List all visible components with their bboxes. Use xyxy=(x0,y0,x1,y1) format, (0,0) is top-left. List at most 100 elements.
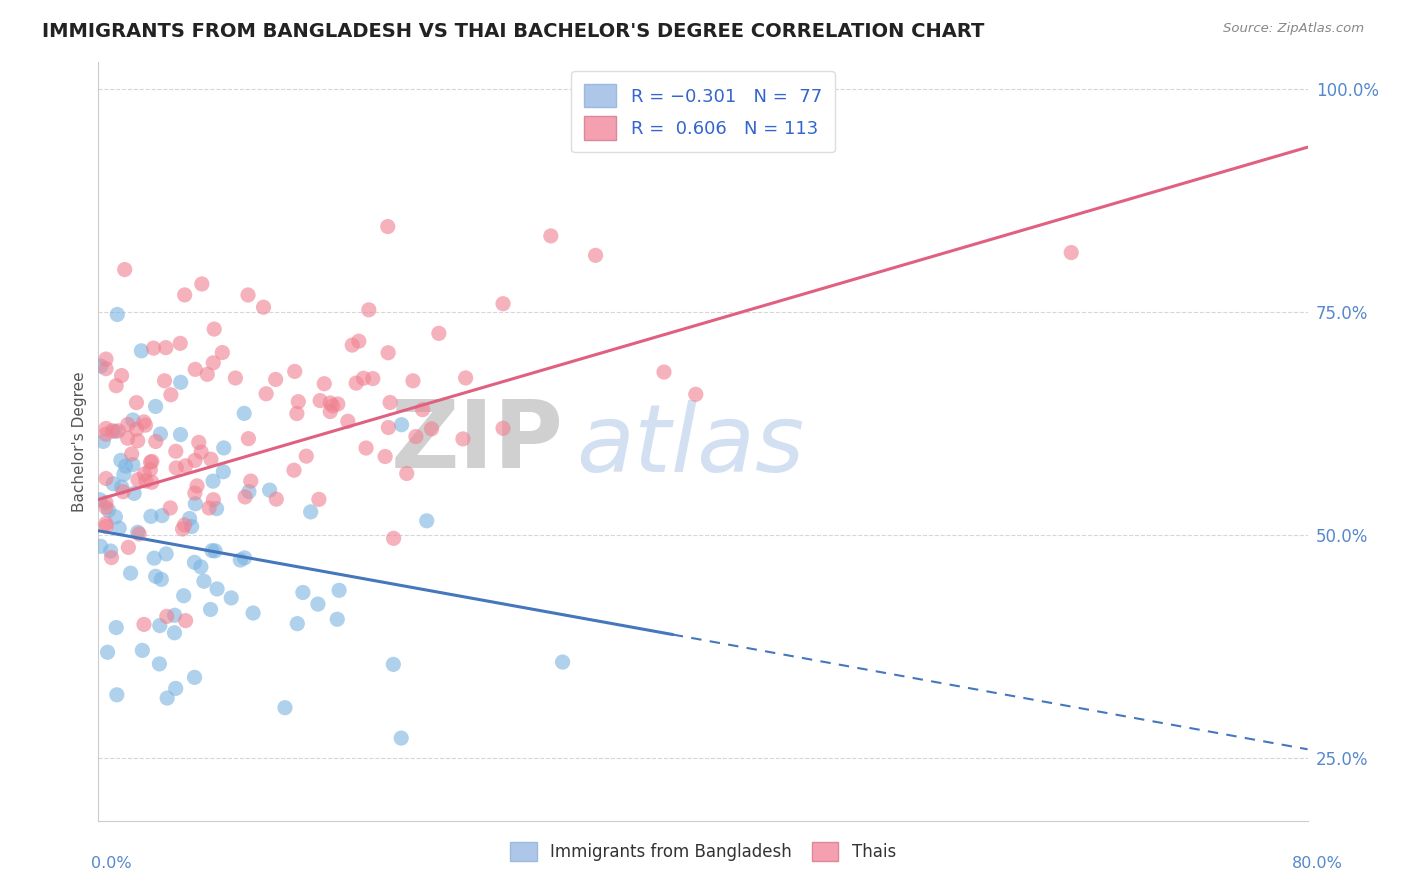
Point xyxy=(374,450,396,464)
Point xyxy=(135,474,157,488)
Point xyxy=(201,543,224,558)
Point xyxy=(173,517,195,532)
Point xyxy=(94,361,117,376)
Point xyxy=(94,516,117,531)
Point xyxy=(173,589,195,603)
Point xyxy=(122,413,145,427)
Point xyxy=(420,422,443,436)
Point xyxy=(112,467,135,482)
Point xyxy=(89,492,111,507)
Point xyxy=(105,688,128,702)
Point xyxy=(377,345,399,359)
Point xyxy=(239,474,262,488)
Point xyxy=(405,429,427,443)
Point xyxy=(238,432,260,446)
Point xyxy=(117,417,139,432)
Point xyxy=(202,474,225,488)
Point xyxy=(1060,245,1083,260)
Point xyxy=(585,248,607,262)
Point xyxy=(322,399,344,413)
Point xyxy=(233,490,256,504)
Point xyxy=(284,364,307,378)
Point xyxy=(183,555,205,569)
Point xyxy=(319,396,342,410)
Point xyxy=(145,569,167,583)
Point xyxy=(169,427,191,442)
Point xyxy=(90,539,112,553)
Point xyxy=(308,492,330,507)
Point xyxy=(141,454,163,468)
Point xyxy=(134,467,156,481)
Point xyxy=(169,336,191,351)
Point xyxy=(105,621,128,635)
Point xyxy=(139,455,162,469)
Point xyxy=(287,394,309,409)
Point xyxy=(285,616,308,631)
Point xyxy=(190,559,212,574)
Point xyxy=(336,414,359,428)
Point xyxy=(319,404,342,418)
Point xyxy=(108,521,131,535)
Point xyxy=(454,371,477,385)
Point xyxy=(295,449,318,463)
Point xyxy=(309,393,332,408)
Point xyxy=(229,553,252,567)
Point xyxy=(412,402,434,417)
Point xyxy=(190,445,212,459)
Point xyxy=(127,473,149,487)
Point xyxy=(101,424,124,438)
Point xyxy=(202,322,225,336)
Point xyxy=(121,458,143,472)
Point xyxy=(125,422,148,436)
Point xyxy=(652,365,675,379)
Y-axis label: Bachelor's Degree: Bachelor's Degree xyxy=(72,371,87,512)
Point xyxy=(149,618,172,632)
Point xyxy=(170,376,193,390)
Point xyxy=(100,544,122,558)
Point xyxy=(212,441,235,455)
Point xyxy=(94,427,117,442)
Point xyxy=(354,441,377,455)
Point xyxy=(174,458,197,473)
Point xyxy=(131,343,153,358)
Point xyxy=(299,505,322,519)
Point xyxy=(94,421,117,435)
Point xyxy=(117,431,139,445)
Point xyxy=(377,219,399,234)
Point xyxy=(347,334,370,349)
Point xyxy=(163,625,186,640)
Point xyxy=(160,388,183,402)
Point xyxy=(451,432,474,446)
Point xyxy=(202,356,225,370)
Point xyxy=(198,501,221,516)
Point xyxy=(122,486,145,500)
Point xyxy=(179,511,201,525)
Point xyxy=(165,461,187,475)
Point xyxy=(402,374,425,388)
Point xyxy=(128,527,150,541)
Point xyxy=(100,550,122,565)
Point xyxy=(112,484,135,499)
Point xyxy=(97,503,120,517)
Point xyxy=(145,434,167,449)
Point xyxy=(416,514,439,528)
Point xyxy=(254,386,277,401)
Point xyxy=(139,463,162,477)
Point xyxy=(114,459,136,474)
Point xyxy=(105,308,128,322)
Point xyxy=(125,395,148,409)
Point xyxy=(141,475,163,490)
Point xyxy=(183,670,205,684)
Point xyxy=(540,228,562,243)
Point xyxy=(395,467,418,481)
Point xyxy=(143,551,166,566)
Point xyxy=(117,541,139,555)
Point xyxy=(378,395,401,409)
Point xyxy=(200,602,222,616)
Point xyxy=(114,262,136,277)
Point xyxy=(342,338,364,352)
Point xyxy=(120,566,142,581)
Point xyxy=(127,434,149,448)
Point xyxy=(94,352,117,367)
Point xyxy=(134,418,156,433)
